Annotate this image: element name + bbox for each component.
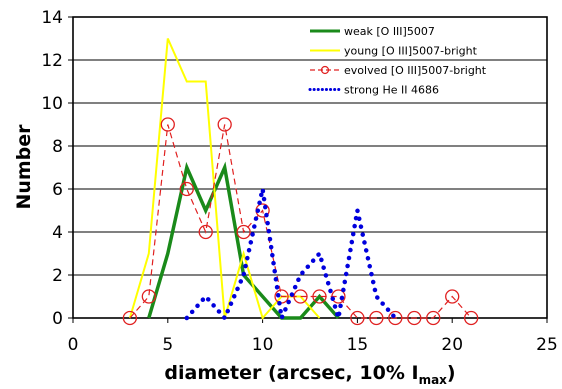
plot-frame [72, 16, 548, 319]
series-line [184, 188, 398, 327]
x-tick-label: 25 [536, 335, 558, 355]
x-tick-label: 20 [441, 335, 463, 355]
series-2 [122, 117, 479, 326]
y-tick-label: 10 [41, 94, 63, 114]
data-point [331, 289, 346, 304]
legend-label: young [O III]5007-bright [344, 45, 478, 58]
series-line [147, 161, 340, 320]
x-tick-label: 10 [252, 335, 274, 355]
legend-label: weak [O III]5007 [344, 25, 435, 38]
data-point [236, 224, 251, 240]
y-axis-title: Number [13, 124, 35, 210]
y-tick-label: 2 [52, 266, 63, 286]
legend-label: evolved [O III]5007-bright [344, 64, 487, 77]
x-axis-title: diameter (arcsec, 10% Imax) [164, 362, 455, 387]
data-point [160, 117, 175, 132]
x-tick-label: 0 [68, 335, 79, 355]
series-layer [122, 38, 479, 327]
data-point [141, 289, 156, 304]
x-tick-label: 15 [347, 335, 369, 355]
data-point [407, 310, 422, 326]
data-point [464, 310, 479, 326]
series-0 [147, 161, 340, 320]
series-1 [128, 38, 321, 321]
legend-item: weak [O III]5007 [310, 25, 435, 38]
axis-ticks: 0 2 4 6 8 10 12 14 0 5 10 15 20 25 [41, 8, 557, 355]
x-tick-label: 5 [162, 335, 173, 355]
y-tick-label: 8 [52, 137, 63, 157]
y-tick-label: 4 [52, 223, 63, 243]
series-line [129, 124, 472, 319]
data-point [350, 310, 365, 326]
data-point [179, 181, 194, 197]
y-tick-label: 6 [52, 180, 63, 200]
legend: weak [O III]5007 young [O III]5007-bright… [308, 25, 487, 97]
data-point [426, 310, 441, 326]
series-line [128, 38, 321, 321]
data-point [388, 310, 403, 326]
data-point [369, 310, 384, 326]
legend-item: evolved [O III]5007-bright [310, 64, 487, 77]
data-point [122, 310, 138, 326]
data-point [445, 289, 460, 304]
series-3 [184, 188, 398, 327]
legend-item: strong He II 4686 [308, 84, 439, 97]
y-tick-label: 12 [41, 51, 63, 71]
legend-marker [320, 65, 330, 75]
gridlines [73, 59, 547, 276]
y-tick-label: 0 [52, 309, 63, 329]
legend-label: strong He II 4686 [344, 84, 439, 97]
data-point [293, 289, 308, 304]
data-point [217, 117, 232, 132]
data-point [312, 289, 327, 304]
legend-item: young [O III]5007-bright [310, 45, 478, 58]
data-point [198, 224, 213, 240]
y-tick-label: 14 [41, 8, 63, 28]
x-axis-title-main: diameter (arcsec, 10% I [164, 362, 418, 384]
x-axis-title-subscript: max [419, 373, 448, 387]
x-axis-title-close: ) [447, 362, 456, 384]
